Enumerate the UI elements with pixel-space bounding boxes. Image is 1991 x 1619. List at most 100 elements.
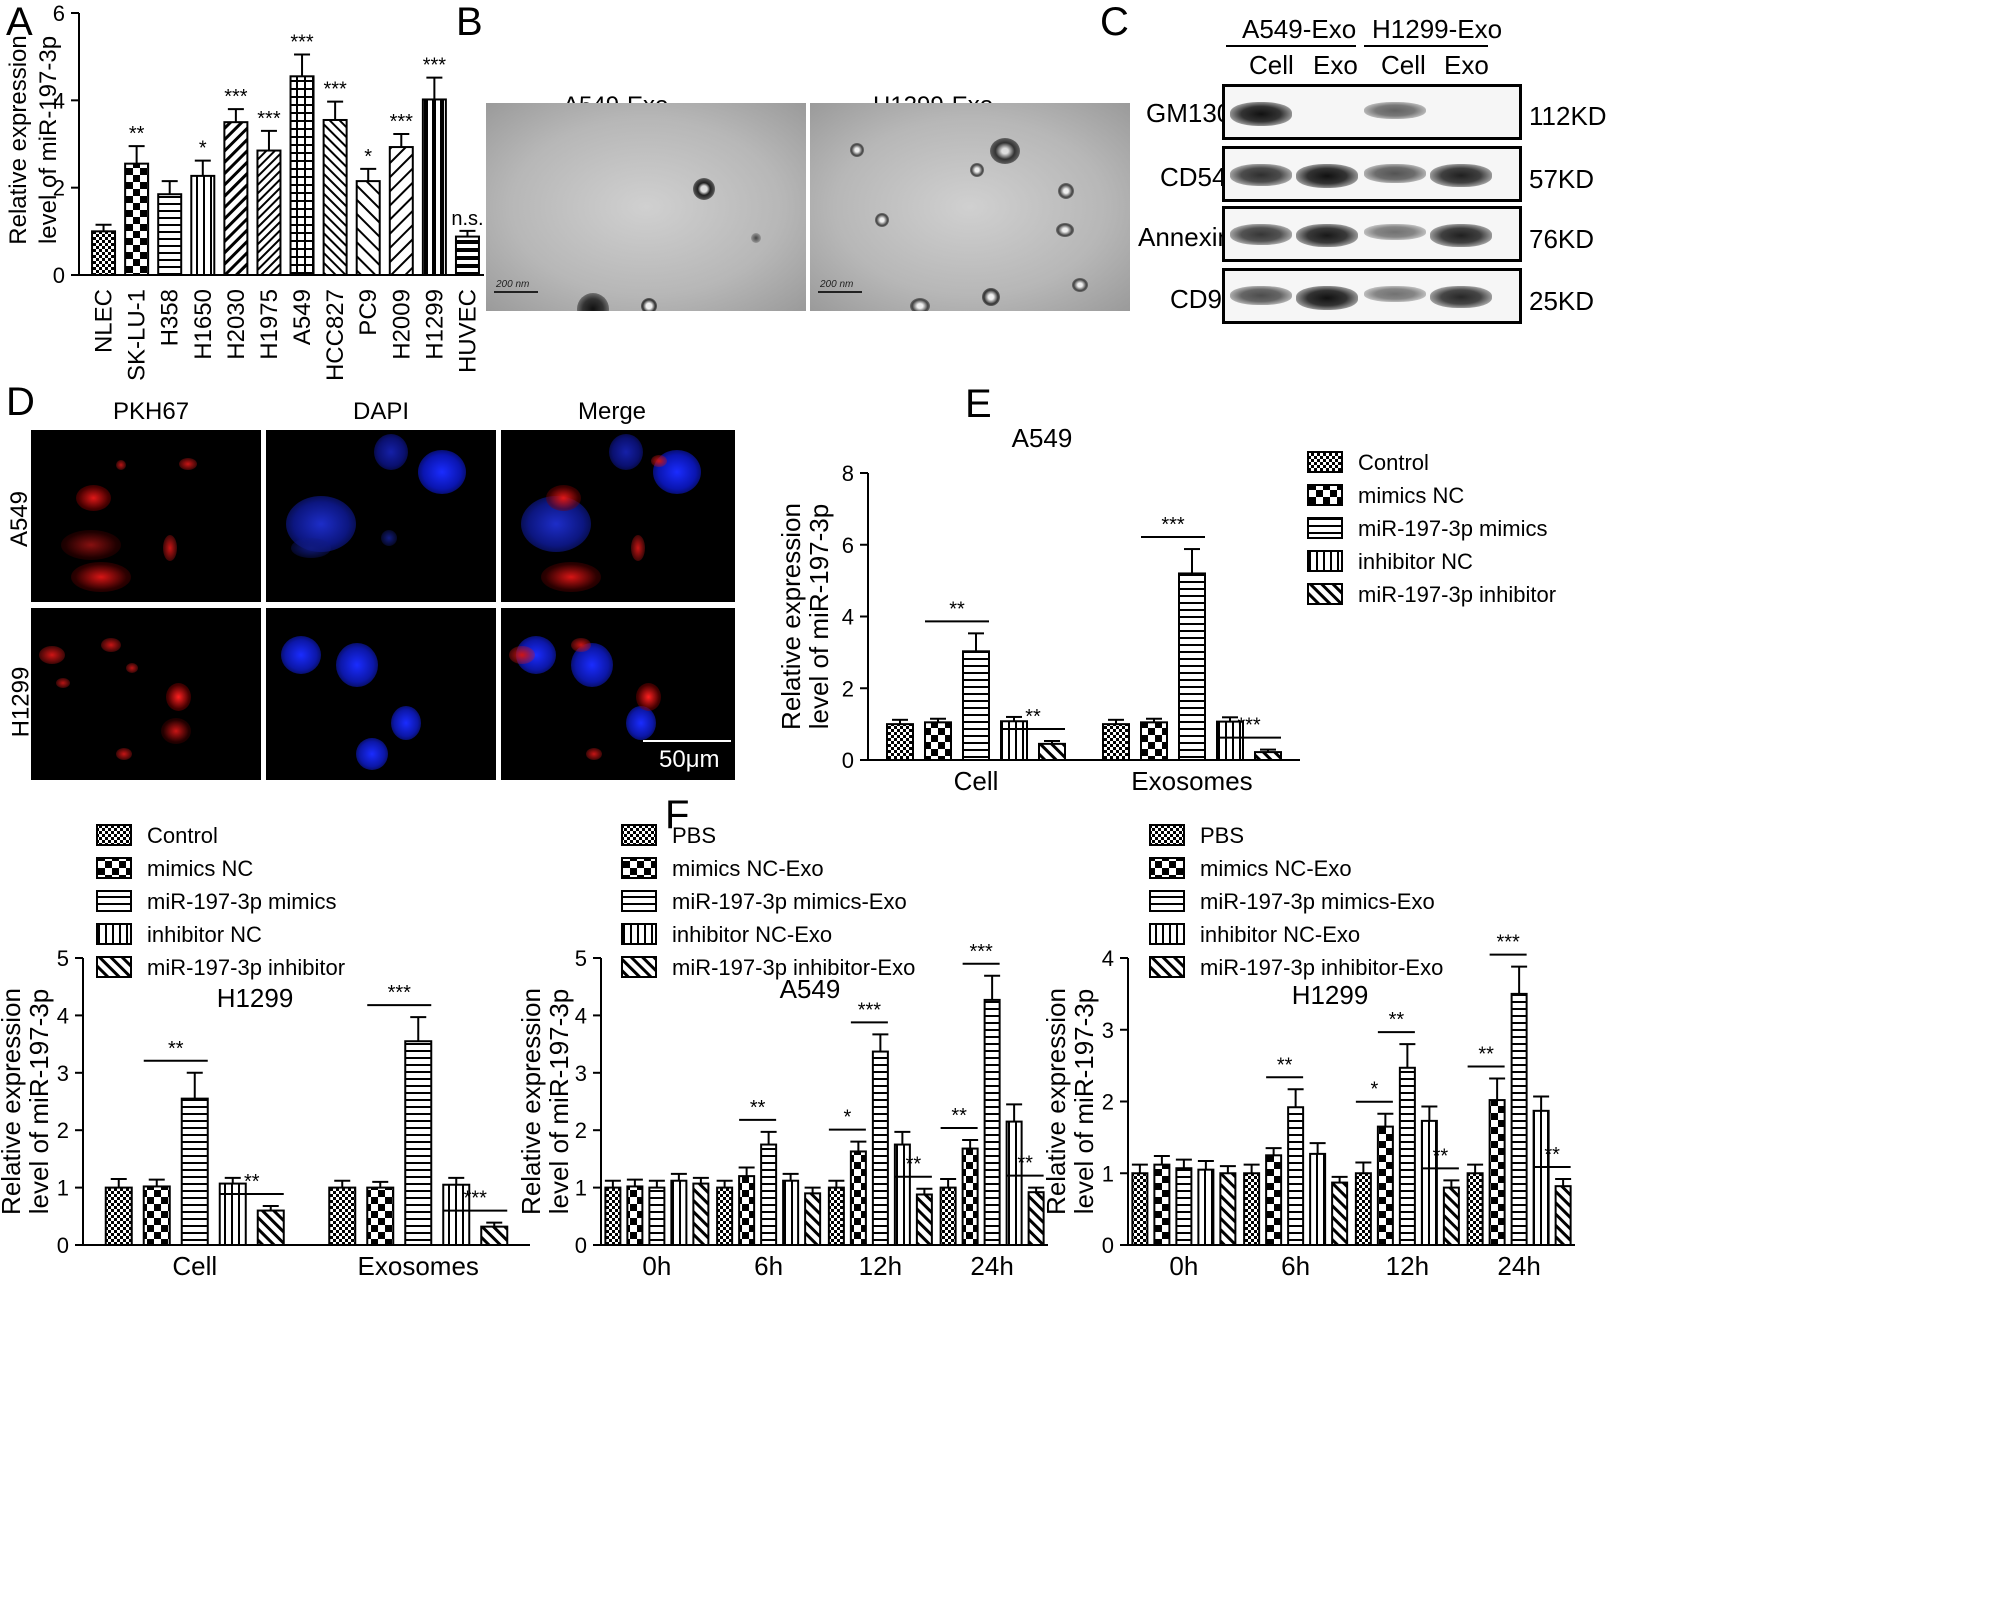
scale-bar: [494, 291, 538, 293]
wb-group-a549: A549-Exo: [1242, 14, 1357, 44]
bar: [1309, 1152, 1327, 1246]
y-tick-label: 5: [57, 946, 69, 971]
significance-label: *: [199, 138, 207, 160]
legend-label: miR-197-3p mimics-Exo: [1200, 889, 1435, 914]
x-tick-label: 12h: [859, 1251, 902, 1281]
legend-swatch: [1149, 890, 1185, 912]
vesicle: [751, 233, 761, 243]
vesicle: [1058, 183, 1074, 199]
bar: [886, 723, 914, 761]
significance-label: **: [168, 1038, 184, 1060]
legend-label: mimics NC: [147, 856, 253, 881]
y-tick-label: 4: [57, 1003, 69, 1028]
wb-size-label: 112KD: [1529, 101, 1607, 131]
y-tick-label: 1: [1102, 1161, 1114, 1186]
legend-swatch: [96, 923, 132, 945]
bar: [1153, 1163, 1171, 1247]
wb-group-line: [1226, 45, 1356, 47]
significance-label: **: [1277, 1054, 1293, 1076]
y-tick-label: 0: [575, 1233, 587, 1258]
significance-label: ***: [224, 86, 248, 108]
significance-label: n.s.: [451, 208, 483, 230]
x-tick-label: 0h: [1169, 1251, 1198, 1281]
chart-title: A549: [780, 974, 841, 1004]
fluo-col-label: DAPI: [353, 398, 410, 425]
panel-label-b: B: [456, 0, 483, 44]
x-tick-label: H1299: [421, 289, 448, 360]
blot-band: [1364, 102, 1426, 120]
significance-label: **: [906, 1154, 922, 1176]
scale-bar: [818, 291, 862, 293]
bar: [454, 235, 480, 276]
panel-label-e: E: [965, 382, 992, 426]
bar: [670, 1179, 688, 1247]
legend-swatch: [1149, 956, 1185, 978]
y-tick-label: 3: [57, 1061, 69, 1086]
vesicle: [982, 288, 1000, 306]
significance-label: ***: [1161, 514, 1185, 536]
legend-swatch: [1307, 484, 1343, 506]
blot-band: [1296, 286, 1358, 310]
bar: [404, 1040, 433, 1246]
legend-label: miR-197-3p inhibitor-Exo: [1200, 955, 1443, 980]
significance-label: **: [1478, 1044, 1494, 1066]
bar: [1554, 1185, 1572, 1247]
x-tick-label: 24h: [970, 1251, 1013, 1281]
legend-swatch: [621, 857, 657, 879]
tem-image-h1299: 200 nm: [810, 103, 1130, 311]
x-tick-label: NLEC: [91, 289, 118, 353]
wb-size-label: 76KD: [1529, 224, 1595, 254]
wb-group-h1299: H1299-Exo: [1372, 14, 1503, 44]
bar: [1140, 721, 1168, 761]
legend-label: Control: [147, 823, 218, 848]
bar: [218, 1182, 247, 1247]
bar: [180, 1097, 209, 1246]
x-tick-label: H2030: [223, 289, 250, 360]
scale-label: 200 nm: [820, 279, 854, 290]
wb-lane-label: Cell: [1249, 50, 1294, 80]
scale-bar-label: 50μm: [659, 746, 720, 773]
fluo-a549-pkh67: [31, 430, 261, 602]
y-axis-title: level of miR-197-3p: [24, 989, 54, 1214]
significance-label: ***: [858, 999, 882, 1021]
significance-label: **: [949, 598, 965, 620]
bar: [849, 1150, 867, 1246]
bar: [924, 721, 952, 761]
bar: [939, 1186, 957, 1246]
significance-label: ***: [290, 31, 314, 53]
legend-label: mimics NC: [1358, 483, 1464, 508]
bar: [827, 1186, 845, 1246]
legend-label: PBS: [672, 823, 716, 848]
y-tick-label: 2: [57, 1118, 69, 1143]
bar: [366, 1186, 395, 1246]
y-tick-label: 4: [53, 88, 65, 113]
y-tick-label: 3: [575, 1061, 587, 1086]
significance-label: **: [1544, 1144, 1560, 1166]
bar: [716, 1186, 734, 1246]
bar: [142, 1185, 171, 1247]
blot-band: [1364, 286, 1426, 303]
vesicle: [875, 213, 889, 227]
bar: [1287, 1106, 1305, 1246]
legend-label: miR-197-3p mimics: [147, 889, 336, 914]
legend-swatch: [1307, 550, 1343, 572]
significance-label: **: [1433, 1145, 1449, 1167]
bar: [1488, 1099, 1506, 1246]
bar: [760, 1143, 778, 1247]
significance-label: **: [129, 123, 145, 145]
bar: [157, 193, 183, 276]
x-tick-label: A549: [289, 289, 316, 345]
bar: [1254, 751, 1282, 761]
y-axis-title: Relative expression: [1041, 988, 1071, 1215]
bar: [322, 118, 348, 276]
y-tick-label: 6: [842, 533, 854, 558]
fluo-col-label: PKH67: [113, 398, 190, 425]
y-tick-label: 1: [57, 1176, 69, 1201]
bar: [1398, 1066, 1416, 1246]
x-tick-label: H2009: [388, 289, 415, 360]
bar: [1532, 1109, 1550, 1247]
legend-swatch: [96, 890, 132, 912]
bar: [692, 1182, 710, 1247]
scale-bar: [643, 740, 731, 742]
